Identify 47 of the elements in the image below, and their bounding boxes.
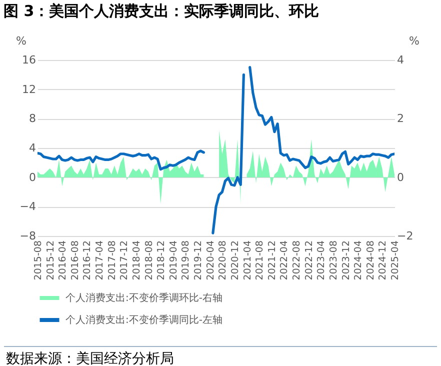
y-tick-label: 4 xyxy=(29,142,36,154)
y-tick-label: 16 xyxy=(22,54,36,66)
x-tick-label: 2016-12 xyxy=(82,240,94,280)
x-tick-label: 2018-12 xyxy=(156,240,168,280)
x-tick-label: 2019-08 xyxy=(180,240,192,280)
legend-label: 个人消费支出:不变价季调同比-左轴 xyxy=(66,314,222,326)
x-tick-label: 2017-08 xyxy=(106,240,118,280)
x-tick-label: 2021-12 xyxy=(266,240,278,280)
y-tick-label: −8 xyxy=(20,230,36,242)
y-tick-label: 0 xyxy=(29,170,36,184)
x-tick-label: 2022-08 xyxy=(292,240,303,280)
x-tick-label: 2019-12 xyxy=(193,240,204,280)
x-tick-label: 2025-04 xyxy=(390,240,401,280)
y2-tick-label: 0 xyxy=(397,170,404,184)
x-tick-label: 2019-04 xyxy=(168,240,180,280)
chart-title: 图 3：美国个人消费支出：实际季调同比、环比 xyxy=(4,2,320,20)
x-tick-label: 2020-12 xyxy=(230,240,241,280)
y2-axis-title: % xyxy=(409,34,420,48)
y2-tick-label: −2 xyxy=(397,230,414,242)
y2-tick-label: 2 xyxy=(397,112,404,126)
x-tick-label: 2024-12 xyxy=(378,240,389,280)
x-tick-label: 2022-12 xyxy=(304,240,315,280)
x-tick-label: 2023-04 xyxy=(316,240,328,280)
x-tick-label: 2016-08 xyxy=(70,240,81,280)
x-tick-label: 2024-04 xyxy=(353,240,364,280)
x-tick-label: 2024-08 xyxy=(365,240,376,280)
x-tick-label: 2020-04 xyxy=(205,240,216,280)
x-tick-label: 2022-04 xyxy=(279,240,290,280)
x-tick-label: 2021-04 xyxy=(242,240,254,280)
y-tick-label: 8 xyxy=(29,112,36,126)
legend-label: 个人消费支出:不变价季调环比-右轴 xyxy=(66,292,222,304)
x-tick-label: 2017-04 xyxy=(94,240,106,280)
x-tick-label: 2023-08 xyxy=(328,240,340,280)
x-tick-label: 2016-04 xyxy=(58,240,69,280)
x-tick-label: 2018-08 xyxy=(144,240,155,280)
y-axis-title: % xyxy=(16,34,26,48)
y2-tick-label: 4 xyxy=(397,54,404,66)
x-tick-label: 2021-08 xyxy=(254,240,266,280)
x-tick-label: 2018-04 xyxy=(131,240,142,280)
x-tick-label: 2023-12 xyxy=(340,240,352,280)
x-tick-label: 2015-12 xyxy=(45,240,56,280)
x-tick-label: 2017-12 xyxy=(119,240,130,280)
y-tick-label: −4 xyxy=(20,200,36,214)
y-tick-label: 12 xyxy=(22,82,36,96)
source-note: 数据来源：美国经济分析局 xyxy=(4,346,437,366)
x-tick-label: 2015-08 xyxy=(33,240,44,280)
x-tick-label: 2020-08 xyxy=(218,240,229,280)
